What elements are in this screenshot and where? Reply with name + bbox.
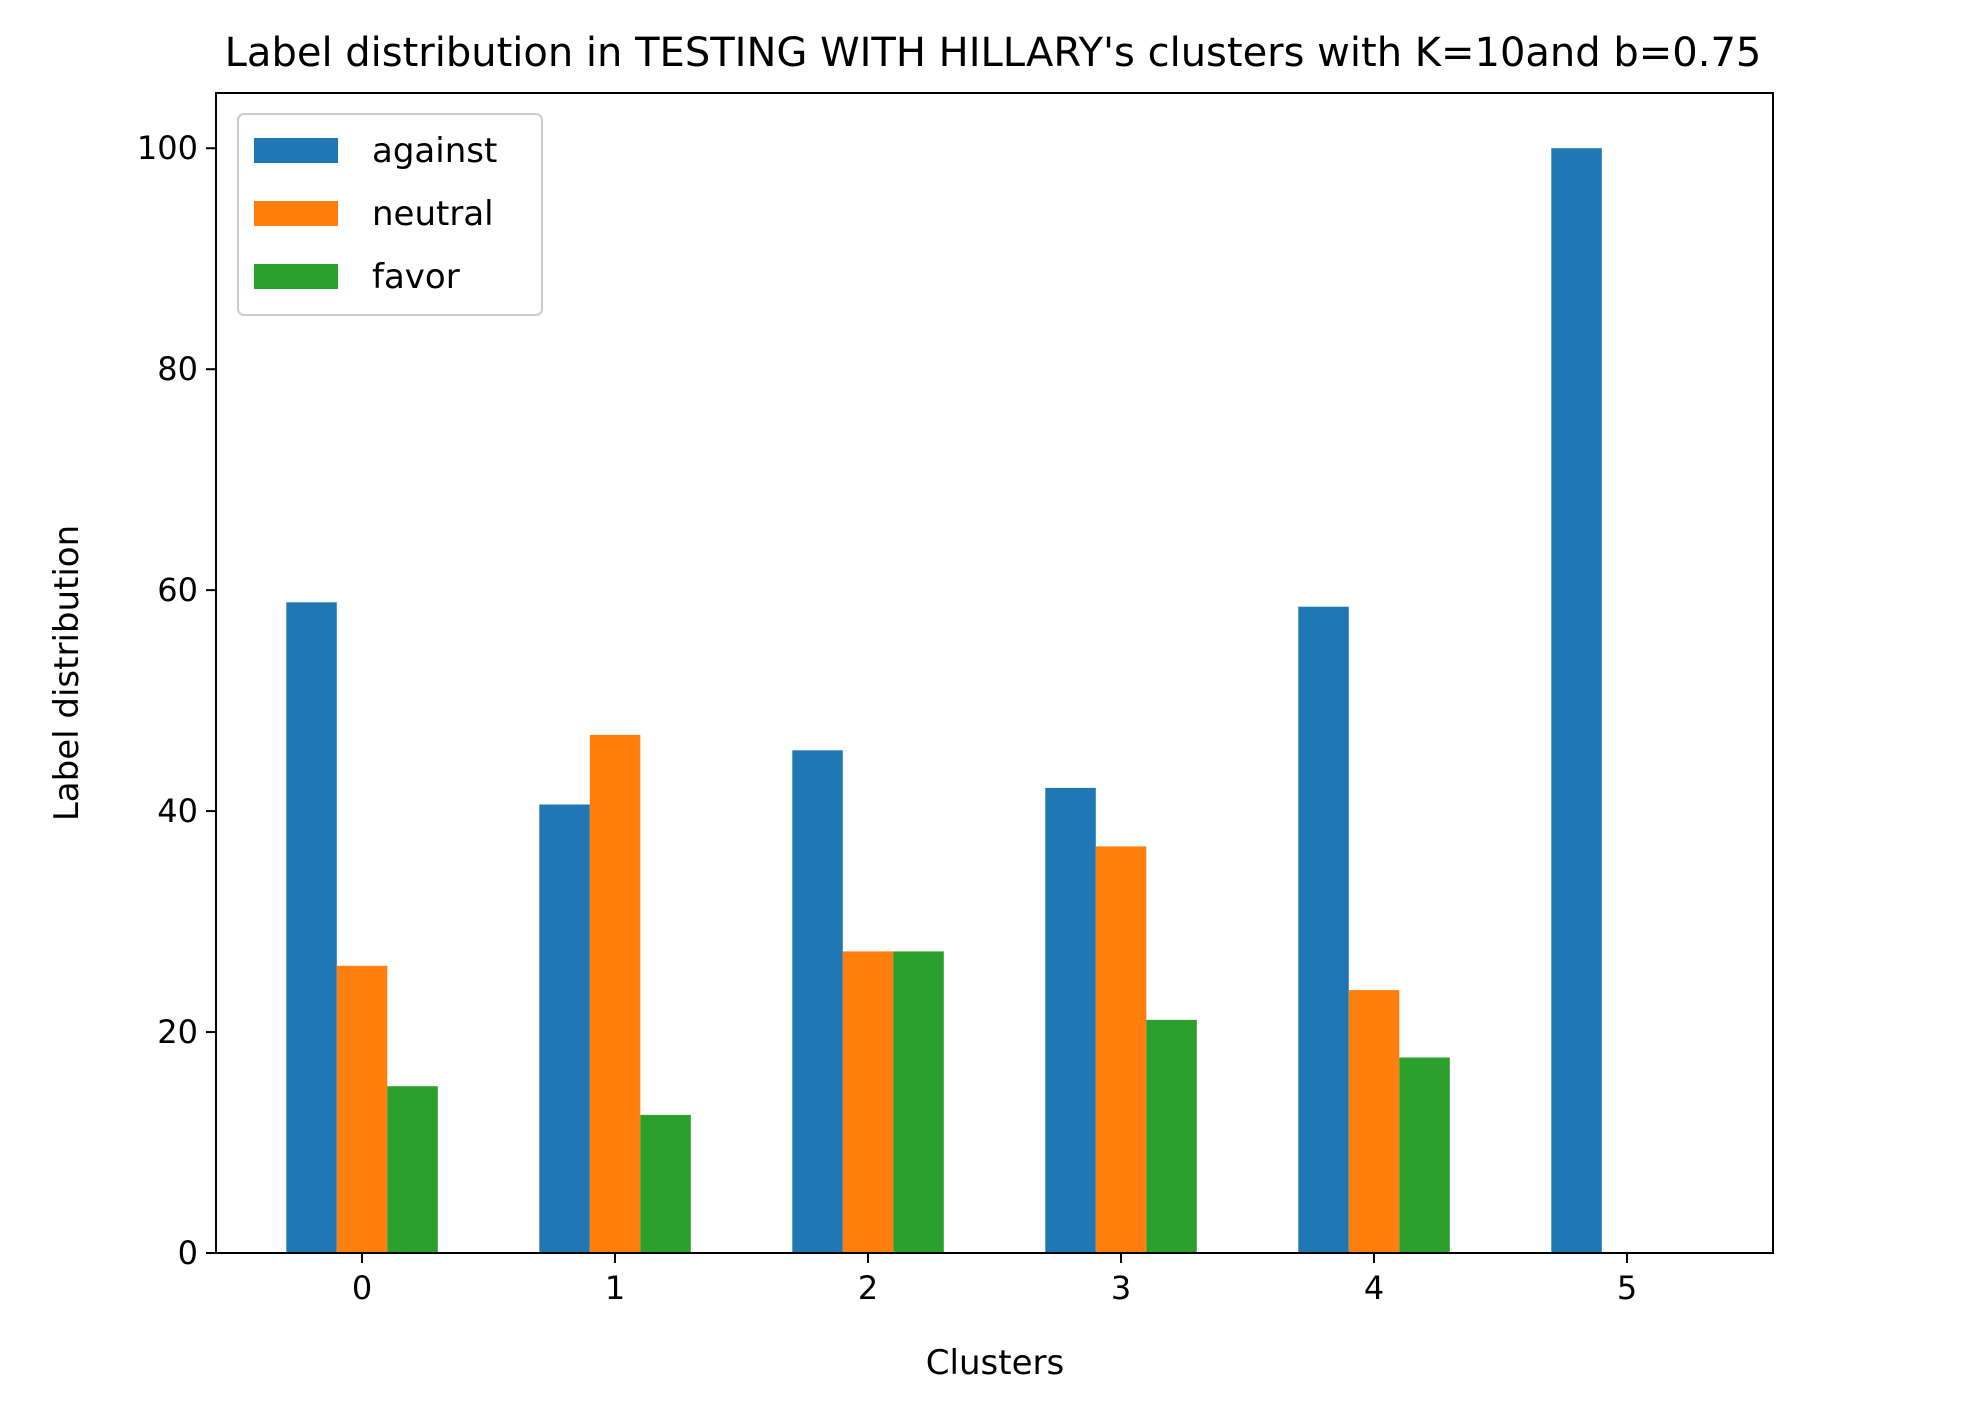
legend-label-against: against <box>372 131 497 171</box>
bar-against-cluster-0 <box>286 602 337 1253</box>
legend-label-favor: favor <box>372 257 460 297</box>
bar-neutral-cluster-0 <box>336 965 388 1253</box>
bar-favor-cluster-4 <box>1399 1057 1450 1253</box>
x-axis: 0 1 2 3 4 5 <box>352 1253 1637 1307</box>
legend-label-neutral: neutral <box>372 194 494 234</box>
y-tick-label: 80 <box>157 350 198 388</box>
bar-neutral-cluster-1 <box>589 734 641 1253</box>
legend-swatch-neutral <box>254 201 338 226</box>
bar-favor-cluster-1 <box>640 1114 691 1253</box>
legend: against neutral favor <box>237 113 543 316</box>
plot-area <box>286 148 1602 1254</box>
bar-against-cluster-3 <box>1045 787 1096 1253</box>
y-tick-label: 100 <box>137 129 198 167</box>
bar-against-cluster-2 <box>792 750 843 1253</box>
bar-neutral-cluster-4 <box>1348 990 1400 1253</box>
bar-favor-cluster-0 <box>387 1086 438 1253</box>
x-tick-label: 3 <box>1111 1269 1131 1307</box>
bar-favor-cluster-3 <box>1146 1019 1197 1253</box>
legend-swatch-against <box>254 138 338 163</box>
y-tick-label: 40 <box>157 792 198 830</box>
y-tick-label: 0 <box>178 1234 198 1272</box>
bar-neutral-cluster-2 <box>842 951 894 1253</box>
x-axis-label: Clusters <box>926 1343 1064 1383</box>
axes-frame <box>215 92 1774 1254</box>
y-tick-label: 60 <box>157 571 198 609</box>
x-tick-label: 5 <box>1617 1269 1637 1307</box>
bar-favor-cluster-2 <box>893 951 944 1253</box>
bar-against-cluster-4 <box>1298 606 1349 1253</box>
y-axis: 0 20 40 60 80 100 <box>137 129 216 1272</box>
y-axis-label: Label distribution <box>47 525 87 821</box>
x-tick-label: 4 <box>1364 1269 1384 1307</box>
legend-swatch-favor <box>254 264 338 289</box>
x-tick-label: 0 <box>352 1269 372 1307</box>
bar-against-cluster-1 <box>539 804 590 1253</box>
bar-against-cluster-5 <box>1551 148 1602 1254</box>
chart-title: Label distribution in TESTING WITH HILLA… <box>225 30 1762 76</box>
x-tick-label: 1 <box>605 1269 625 1307</box>
y-tick-label: 20 <box>157 1013 198 1051</box>
bar-neutral-cluster-3 <box>1095 846 1147 1253</box>
x-tick-label: 2 <box>858 1269 878 1307</box>
